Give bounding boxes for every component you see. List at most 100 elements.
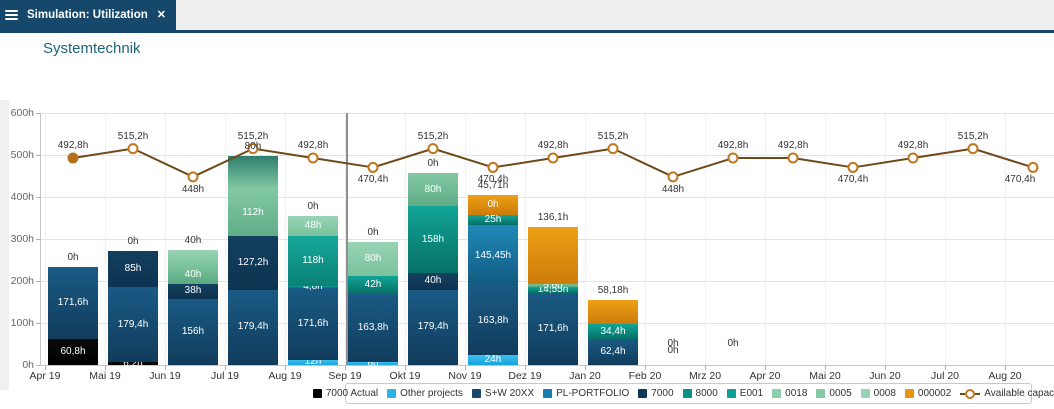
bar-segment[interactable]: 48h xyxy=(288,216,338,237)
bar-segment[interactable]: 179,4h xyxy=(408,289,458,365)
bar-segment-label: 156h xyxy=(181,326,205,338)
bar-segment-label: 40h xyxy=(424,275,442,287)
x-axis-label: Aug 19 xyxy=(268,370,302,382)
bar-segment-label: 118h xyxy=(302,255,324,267)
tab-close-icon[interactable]: ✕ xyxy=(156,8,166,21)
bar-segment[interactable]: 34,4h xyxy=(588,324,638,339)
x-grid-line xyxy=(825,113,826,365)
legend-item[interactable]: Other projects xyxy=(387,388,463,399)
bar-segment[interactable]: 14,55h xyxy=(528,284,578,294)
capacity-marker[interactable] xyxy=(427,143,439,155)
y-axis-label: 100h xyxy=(10,317,34,329)
capacity-marker[interactable] xyxy=(367,161,379,173)
capacity-marker[interactable] xyxy=(607,143,619,155)
legend-item[interactable]: 000002 xyxy=(904,388,952,399)
bar-segment[interactable]: 156h xyxy=(168,299,218,365)
bar-total-label: 0h xyxy=(367,227,379,239)
legend-item[interactable]: 0005 xyxy=(816,388,852,399)
bar-segment[interactable]: 179,4h xyxy=(228,289,278,365)
x-axis-label: Jan 20 xyxy=(569,370,601,382)
bar-segment[interactable] xyxy=(228,155,278,190)
bar-segment[interactable]: 80h xyxy=(408,172,458,207)
x-axis-label: Aug 20 xyxy=(988,370,1022,382)
x-axis-label: Nov 19 xyxy=(448,370,482,382)
bar-segment[interactable]: 80h xyxy=(348,242,398,277)
bar-segment[interactable]: 25h xyxy=(468,214,518,226)
bar-segment[interactable]: 40h xyxy=(408,272,458,290)
bar-segment[interactable]: 112h xyxy=(228,189,278,237)
bar-segment[interactable]: 85h xyxy=(108,251,158,288)
capacity-marker[interactable] xyxy=(187,171,199,183)
bar-total-label: 45,71h xyxy=(477,180,509,192)
legend-item[interactable]: 8000 xyxy=(682,388,718,399)
x-axis-label: Feb 20 xyxy=(628,370,662,382)
x-grid-line xyxy=(165,113,166,365)
x-axis-label: Jul 19 xyxy=(210,370,240,382)
legend-item[interactable]: 7000 Actual xyxy=(312,388,379,399)
bar-segment[interactable]: 42h xyxy=(348,276,398,294)
bar-segment[interactable]: 179,4h xyxy=(108,287,158,363)
x-axis-tick xyxy=(285,366,286,370)
tab-title: Simulation: Utilization xyxy=(27,9,148,21)
bar-segment[interactable]: 6,2h xyxy=(108,358,158,368)
capacity-value-label: 448h xyxy=(661,183,685,195)
y-axis-label: 500h xyxy=(10,149,34,161)
bar-segment-label: 171,6h xyxy=(537,322,569,334)
bar-segment[interactable]: 0h xyxy=(468,195,518,215)
capacity-marker[interactable] xyxy=(487,161,499,173)
bar-total-label: 80h xyxy=(244,140,262,152)
bar-segment[interactable] xyxy=(528,227,578,285)
bar-segment[interactable] xyxy=(168,249,218,267)
hamburger-menu-icon[interactable] xyxy=(5,10,18,20)
y-axis-tick xyxy=(36,281,40,282)
bar-segment[interactable]: 118h xyxy=(288,236,338,286)
tab-simulation-utilization[interactable]: Simulation: Utilization ✕ xyxy=(0,0,176,30)
bar-segment[interactable]: 5,6h xyxy=(528,280,578,290)
bar-segment[interactable]: 6h xyxy=(348,358,398,368)
legend-swatch xyxy=(471,389,481,398)
bar-segment[interactable]: 171,6h xyxy=(528,292,578,365)
bar-total-label: 58,18h xyxy=(597,284,629,296)
bar-segment-label: 163,8h xyxy=(477,314,509,326)
legend-item[interactable]: 0008 xyxy=(860,388,896,399)
legend-item[interactable]: S+W 20XX xyxy=(471,388,535,399)
bar-segment[interactable]: 145,45h xyxy=(468,225,518,287)
bar-segment[interactable]: 60,8h xyxy=(48,339,98,365)
bar-segment[interactable]: 38h xyxy=(168,283,218,300)
capacity-marker[interactable] xyxy=(127,143,139,155)
bar-segment[interactable]: 171,6h xyxy=(48,267,98,340)
bar-segment[interactable]: 163,8h xyxy=(468,286,518,355)
bar-segment[interactable]: 171,6h xyxy=(288,287,338,360)
legend-item[interactable]: 0018 xyxy=(772,388,807,399)
bar-segment[interactable]: 24h xyxy=(468,354,518,365)
x-grid-line xyxy=(645,113,646,365)
bar-segment[interactable]: 12h xyxy=(288,357,338,367)
legend-item[interactable]: E001 xyxy=(726,388,763,399)
bar-segment[interactable]: 127,2h xyxy=(228,236,278,290)
x-axis-label: Mrz 20 xyxy=(688,370,722,382)
legend-label: 000002 xyxy=(917,388,952,399)
capacity-marker[interactable] xyxy=(847,161,859,173)
x-grid-line xyxy=(1005,113,1006,365)
bar-segment-label: 145,45h xyxy=(474,249,512,261)
bar-total-label: 136,1h xyxy=(537,212,569,224)
legend-item[interactable]: Available capacity xyxy=(960,388,1054,399)
bar-segment[interactable]: 158h xyxy=(408,206,458,273)
legend-label: S+W 20XX xyxy=(484,388,535,399)
bar-segment[interactable] xyxy=(588,299,638,325)
y-axis-tick xyxy=(36,197,40,198)
bar-segment[interactable]: 62,4h xyxy=(588,338,638,365)
bar-segment[interactable]: 40h xyxy=(168,266,218,284)
bar-segment[interactable]: 163,8h xyxy=(348,293,398,363)
capacity-value-label: 492,8h xyxy=(717,140,749,152)
legend-label: 7000 Actual xyxy=(325,388,379,399)
bar-segment[interactable]: 4,8h xyxy=(288,281,338,291)
capacity-marker[interactable] xyxy=(1027,161,1039,173)
legend-swatch xyxy=(816,389,826,398)
capacity-marker[interactable] xyxy=(667,171,679,183)
capacity-marker[interactable] xyxy=(967,143,979,155)
legend-item[interactable]: 7000 xyxy=(638,388,674,399)
x-axis-tick xyxy=(165,366,166,370)
legend-item[interactable]: PL-PORTFOLIO xyxy=(543,388,629,399)
